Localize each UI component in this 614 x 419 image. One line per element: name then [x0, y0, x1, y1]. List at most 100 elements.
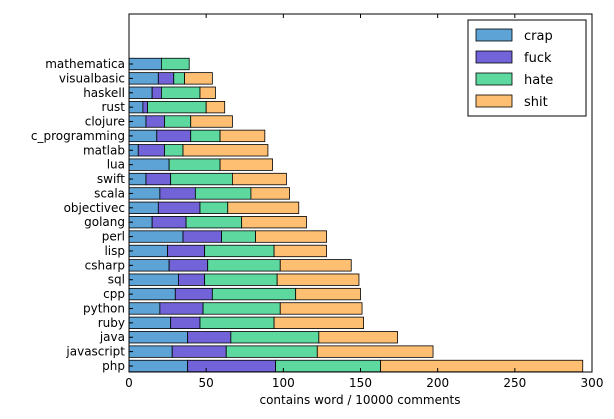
y-tick-label-lua: lua: [107, 158, 125, 172]
bar-lua-shit: [219, 158, 273, 171]
legend-label-crap: crap: [524, 29, 553, 44]
bar-java-crap: [128, 331, 189, 344]
y-tick-label-rust: rust: [102, 100, 126, 114]
legend-swatch-hate: [475, 72, 513, 86]
y-tick-label-objectivec: objectivec: [64, 201, 125, 215]
y-tick-label-sql: sql: [108, 273, 125, 287]
bar-sql-fuck: [177, 273, 206, 286]
bar-haskell-shit: [199, 86, 216, 99]
bar-haskell-hate: [161, 86, 201, 99]
bar-objectivec-fuck: [157, 201, 201, 214]
bar-java-shit: [318, 331, 398, 344]
bar-ruby-crap: [128, 316, 172, 330]
y-tick-label-python: python: [83, 301, 125, 315]
y-tick-label-mathematica: mathematica: [45, 57, 125, 71]
bar-visualbasic-fuck: [157, 72, 175, 85]
bar-perl-crap: [128, 230, 184, 243]
bar-c_programming-fuck: [156, 129, 192, 143]
plot-frame: [128, 13, 593, 373]
y-tick-label-scala: scala: [94, 186, 125, 200]
bar-javascript-fuck: [171, 345, 227, 358]
bar-swift-hate: [170, 172, 233, 186]
bar-csharp-hate: [207, 259, 281, 272]
legend: crap fuck hate shit: [467, 19, 587, 117]
bar-clojure-fuck: [145, 115, 165, 128]
x-tick-label-150: 150: [349, 376, 372, 390]
bar-php-shit: [380, 359, 584, 373]
bar-clojure-hate: [164, 115, 192, 128]
bar-perl-shit: [255, 230, 327, 243]
bar-cpp-crap: [128, 287, 176, 301]
bar-matlab-fuck: [137, 144, 165, 157]
x-axis-label: contains word / 10000 comments: [259, 393, 460, 407]
bar-javascript-shit: [316, 345, 434, 358]
bar-c_programming-hate: [190, 129, 221, 143]
bar-clojure-shit: [190, 115, 233, 128]
bar-visualbasic-hate: [173, 72, 185, 85]
x-tick-label-100: 100: [272, 376, 295, 390]
x-axis-ticks: 0 50 100 150 200 250 300: [125, 14, 603, 390]
bar-objectivec-crap: [128, 201, 159, 214]
bar-c_programming-shit: [219, 129, 266, 143]
bar-ruby-shit: [273, 316, 364, 330]
bar-matlab-hate: [164, 144, 184, 157]
bar-lua-crap: [128, 158, 170, 171]
y-tick-label-golang: golang: [84, 215, 125, 229]
x-tick-label-200: 200: [426, 376, 449, 390]
bar-mathematica-hate: [161, 57, 190, 71]
y-tick-label-lisp: lisp: [104, 244, 125, 258]
bar-golang-hate: [185, 216, 243, 229]
x-tick-label-250: 250: [503, 376, 526, 390]
bar-php-hate: [275, 359, 381, 373]
bar-perl-hate: [221, 230, 256, 243]
bar-python-shit: [279, 302, 363, 315]
bar-scala-hate: [194, 187, 252, 200]
bar-c_programming-crap: [128, 129, 158, 143]
bar-python-hate: [202, 302, 281, 315]
y-tick-label-swift: swift: [97, 172, 125, 186]
legend-swatch-fuck: [475, 50, 513, 64]
bar-lisp-crap: [128, 244, 168, 258]
bar-scala-fuck: [159, 187, 196, 200]
bar-javascript-hate: [225, 345, 318, 358]
bar-php-fuck: [187, 359, 277, 373]
bar-rust-fuck: [142, 100, 148, 114]
bar-matlab-shit: [182, 144, 269, 157]
x-tick-label-300: 300: [581, 376, 604, 390]
x-tick-label-50: 50: [199, 376, 214, 390]
bar-cpp-shit: [295, 287, 361, 301]
bar-csharp-crap: [128, 259, 170, 272]
bar-csharp-shit: [279, 259, 352, 272]
legend-label-shit: shit: [524, 95, 548, 110]
y-tick-label-c_programming: c_programming: [31, 129, 125, 143]
bar-python-crap: [128, 302, 161, 315]
bar-layer: [128, 57, 584, 373]
bar-objectivec-hate: [199, 201, 229, 214]
y-axis-ticks: phpjavascriptjavarubypythoncppsqlcsharpl…: [31, 57, 133, 373]
bar-swift-shit: [231, 172, 287, 186]
bar-python-fuck: [159, 302, 204, 315]
bar-php-crap: [128, 359, 189, 373]
bar-lisp-hate: [204, 244, 275, 258]
y-tick-label-csharp: csharp: [85, 258, 125, 272]
y-tick-label-visualbasic: visualbasic: [59, 71, 125, 85]
legend-swatch-shit: [475, 94, 513, 108]
bar-cpp-hate: [211, 287, 297, 301]
bar-ruby-hate: [199, 316, 275, 330]
bar-javascript-crap: [128, 345, 173, 358]
bar-sql-crap: [128, 273, 179, 286]
bar-csharp-fuck: [168, 259, 209, 272]
bar-visualbasic-crap: [128, 72, 159, 85]
legend-label-fuck: fuck: [524, 51, 552, 66]
bar-rust-shit: [205, 100, 226, 114]
y-tick-label-php: php: [102, 359, 125, 373]
bar-scala-crap: [128, 187, 161, 200]
y-tick-label-haskell: haskell: [83, 86, 125, 100]
y-tick-label-matlab: matlab: [83, 143, 125, 157]
bar-lisp-shit: [273, 244, 327, 258]
y-tick-label-perl: perl: [102, 230, 125, 244]
bar-swift-fuck: [145, 172, 172, 186]
bar-perl-fuck: [182, 230, 223, 243]
y-tick-label-cpp: cpp: [103, 287, 125, 301]
